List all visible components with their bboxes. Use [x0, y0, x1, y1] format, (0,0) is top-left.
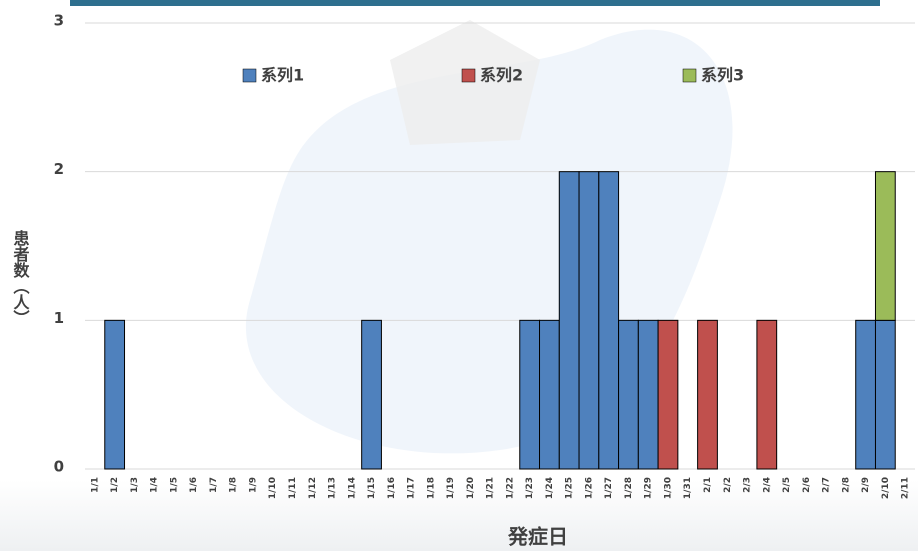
x-tick-label: 1/15 [367, 477, 377, 499]
x-tick-label: 1/16 [387, 477, 397, 499]
x-tick-label: 1/21 [486, 477, 496, 499]
x-tick-label: 1/24 [545, 477, 555, 499]
x-tick-label: 1/18 [426, 477, 436, 499]
bar [698, 320, 718, 469]
bar [520, 320, 540, 469]
x-tick-label: 2/9 [861, 477, 871, 493]
x-tick-label: 1/12 [308, 477, 318, 499]
x-tick-label: 1/25 [565, 477, 575, 499]
chart: 発症日 患者数（人） 0 1 2 3 1/1 1/2 1/3 1/4 1/5 1/6 1/7 1/8 1… [0, 0, 918, 551]
x-tick-label: 1/6 [189, 477, 199, 493]
x-tick-label: 1/17 [407, 477, 417, 499]
x-tick-label: 1/9 [248, 477, 258, 493]
bar [856, 320, 876, 469]
legend-label: 系列2 [480, 66, 523, 85]
x-tick-label: 1/3 [130, 477, 140, 493]
x-tick-label: 1/30 [663, 477, 673, 499]
x-tick-label: 2/8 [841, 477, 851, 493]
x-tick-label: 2/1 [703, 477, 713, 493]
x-axis-label: 発症日 [507, 525, 568, 549]
y-axis-label: 患者数（人） [11, 229, 31, 326]
bar [579, 172, 599, 469]
y-tick-label: 2 [54, 160, 64, 178]
x-tick-label: 1/7 [209, 477, 219, 493]
legend-label: 系列1 [261, 66, 304, 85]
bar [105, 320, 125, 469]
x-tick-label: 1/22 [505, 477, 515, 499]
x-tick-label: 2/10 [881, 477, 891, 499]
y-tick-label: 3 [54, 12, 64, 30]
bar [638, 320, 658, 469]
x-tick-label: 2/6 [802, 477, 812, 493]
bar [540, 320, 560, 469]
x-tick-label: 1/8 [229, 477, 239, 493]
x-tick-label: 2/2 [723, 477, 733, 493]
x-tick-label: 1/27 [604, 477, 614, 499]
bar [362, 320, 382, 469]
x-tick-label: 1/1 [90, 477, 100, 493]
legend-swatch [243, 69, 256, 82]
bar [559, 172, 579, 469]
y-tick-label: 1 [54, 309, 64, 327]
x-tick-label: 1/2 [110, 477, 120, 493]
x-tick-label: 1/11 [288, 477, 298, 499]
bar [658, 320, 678, 469]
x-tick-label: 1/13 [328, 477, 338, 499]
y-tick-label: 0 [54, 458, 64, 476]
legend-swatch [462, 69, 475, 82]
x-tick-label: 1/31 [683, 477, 693, 499]
x-tick-label: 1/4 [150, 477, 160, 493]
x-tick-label: 2/4 [762, 477, 772, 493]
x-tick-label: 1/26 [584, 477, 594, 499]
x-tick-label: 1/20 [466, 477, 476, 499]
x-tick-label: 1/10 [268, 477, 278, 499]
legend-swatch [683, 69, 696, 82]
bar [875, 320, 895, 469]
bar [619, 320, 639, 469]
x-tick-label: 1/19 [446, 477, 456, 499]
x-tick-label: 2/5 [782, 477, 792, 493]
top-bar [70, 0, 880, 6]
x-tick-label: 2/7 [822, 477, 832, 493]
bar [757, 320, 777, 469]
x-tick-label: 1/23 [525, 477, 535, 499]
x-tick-label: 1/28 [624, 477, 634, 499]
x-tick-label: 1/29 [644, 477, 654, 499]
x-tick-label: 2/11 [901, 477, 911, 499]
x-tick-label: 1/14 [347, 477, 357, 499]
x-tick-label: 1/5 [169, 477, 179, 493]
legend-label: 系列3 [701, 66, 744, 85]
bar [599, 172, 619, 469]
bar [875, 172, 895, 321]
x-tick-label: 2/3 [743, 477, 753, 493]
